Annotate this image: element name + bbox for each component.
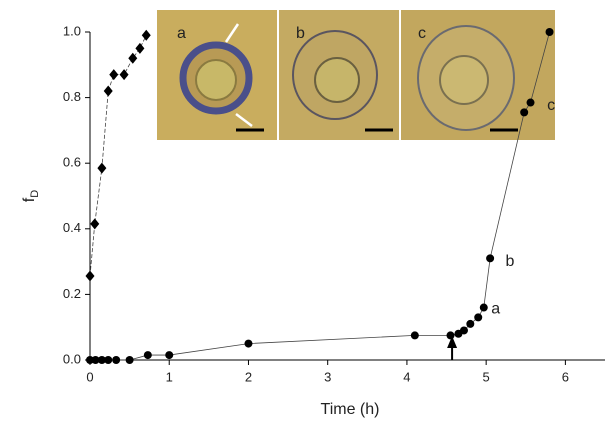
x-axis-label: Time (h) (321, 401, 380, 418)
x-tick-label: 0 (86, 369, 93, 384)
point-annotation: a (491, 300, 500, 317)
y-tick-label: 0.6 (63, 155, 81, 170)
x-tick-label: 3 (324, 369, 331, 384)
inset-arrow (235, 113, 253, 127)
circle-marker (125, 356, 134, 364)
circle-marker (410, 331, 419, 340)
inset-label: b (296, 25, 305, 42)
y-tick-label: 0.8 (63, 89, 81, 104)
diamond-marker (90, 218, 100, 230)
circle-marker (97, 356, 106, 364)
inset-core (314, 57, 360, 103)
x-tick-label: 2 (245, 369, 252, 384)
circle-marker (112, 356, 121, 364)
circle-marker (91, 356, 100, 364)
y-axis-label: fD (21, 190, 41, 202)
inset-core (195, 59, 237, 101)
diamond-marker (135, 42, 145, 54)
circle-marker (459, 326, 468, 335)
point-annotation: b (505, 253, 514, 270)
circle-marker (104, 356, 113, 364)
diamond-marker (85, 270, 95, 282)
circle-marker (466, 319, 475, 328)
inset-core (439, 55, 489, 105)
y-tick-label: 0.2 (63, 286, 81, 301)
y-tick-label: 0.4 (63, 220, 81, 235)
x-tick-label: 5 (483, 369, 490, 384)
circle-marker (479, 303, 488, 312)
circle-marker (474, 313, 483, 322)
diamond-marker (103, 85, 113, 97)
point-annotation: c (547, 97, 555, 114)
y-axis-label-sub: D (29, 190, 41, 198)
series-line (89, 35, 147, 277)
inset-images: a b c (157, 10, 555, 140)
y-axis-label-main: f (21, 197, 38, 202)
inset-label: c (418, 25, 426, 42)
diamond-marker (97, 162, 107, 174)
x-tick-label: 4 (403, 369, 410, 384)
circle-marker (143, 351, 152, 360)
x-tick-label: 6 (562, 369, 569, 384)
circle-marker (545, 28, 554, 36)
x-tick-label: 1 (166, 369, 173, 384)
circle-marker (526, 98, 535, 107)
circle-marker (165, 351, 174, 360)
diamond-marker (109, 69, 119, 81)
diamond-marker (141, 29, 151, 41)
circle-marker (446, 331, 455, 340)
y-tick-label: 0.0 (63, 351, 81, 366)
circle-marker (244, 339, 253, 348)
inset-arrow (224, 23, 240, 43)
circle-marker (520, 108, 529, 117)
inset-label: a (177, 25, 186, 42)
arrow-head (447, 336, 458, 348)
diamond-marker (119, 69, 129, 81)
diamond-marker (128, 52, 138, 64)
y-tick-label: 1.0 (63, 23, 81, 38)
circle-marker (486, 254, 495, 263)
circle-marker (86, 356, 94, 364)
